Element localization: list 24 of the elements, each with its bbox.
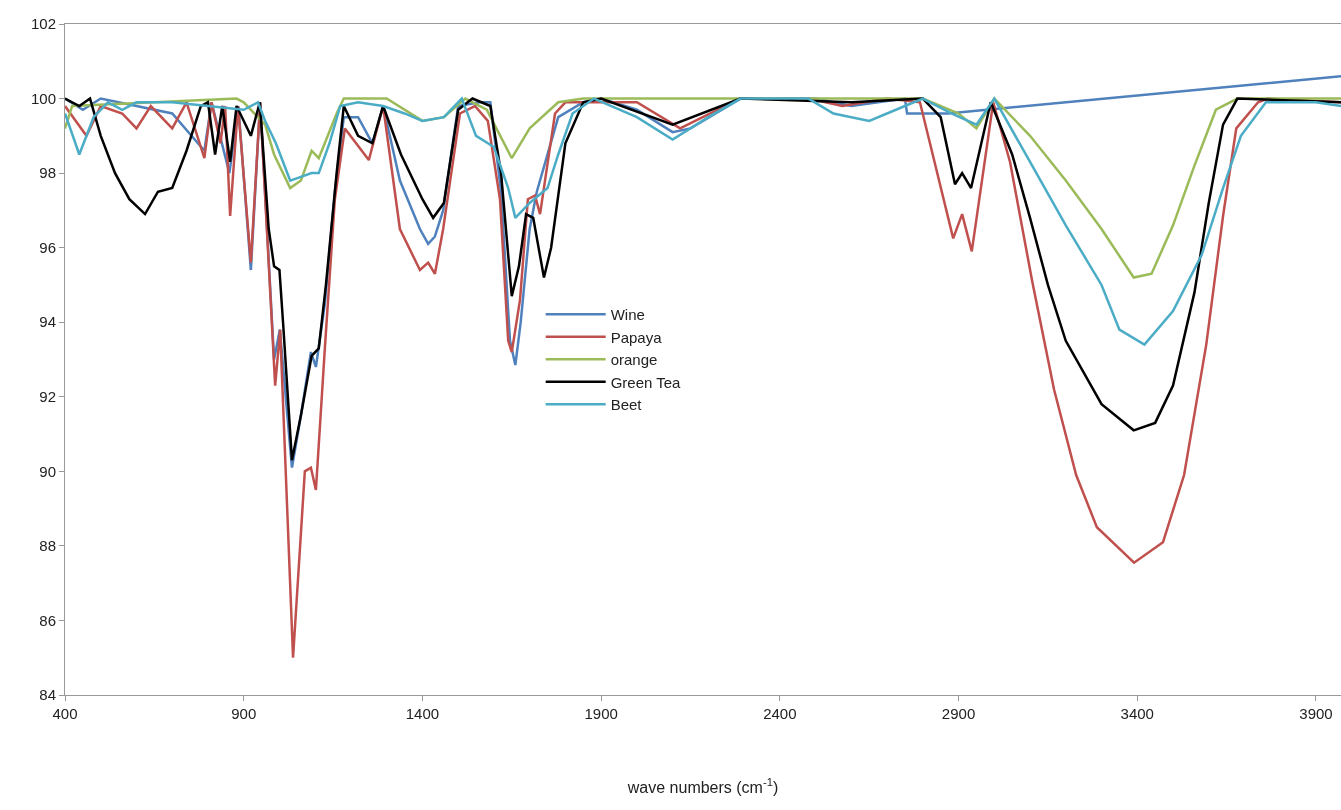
legend-label: orange [610,351,658,369]
y-tick-label: 98 [39,164,56,182]
x-tick-label: 400 [52,705,78,722]
x-tick-label: 900 [231,705,257,722]
legend-label: Green Tea [610,373,682,391]
x-tick-label: 1900 [584,705,618,722]
x-tick-label: 3900 [1299,705,1333,722]
y-tick-label: 84 [39,686,56,704]
x-tick-label: 3400 [1120,705,1154,722]
y-tick-label: 88 [39,537,56,555]
x-tick-label: 1400 [405,705,440,722]
y-tick-label: 102 [30,15,56,33]
y-tick-label: 94 [39,313,56,331]
legend-label: Beet [610,396,643,414]
x-tick-label: 2400 [763,705,797,722]
y-tick-label: 90 [39,462,56,480]
y-tick-label: 96 [39,238,56,256]
x-tick-label: 2900 [941,705,976,722]
x-axis-title: wave numbers (cm$^{-1}$) [626,775,779,796]
y-tick-label: 100 [30,89,56,107]
y-tick-label: 92 [39,388,56,406]
legend-label: Wine [610,306,645,324]
legend-label: Papaya [610,328,663,346]
y-tick-label: 86 [39,611,56,629]
